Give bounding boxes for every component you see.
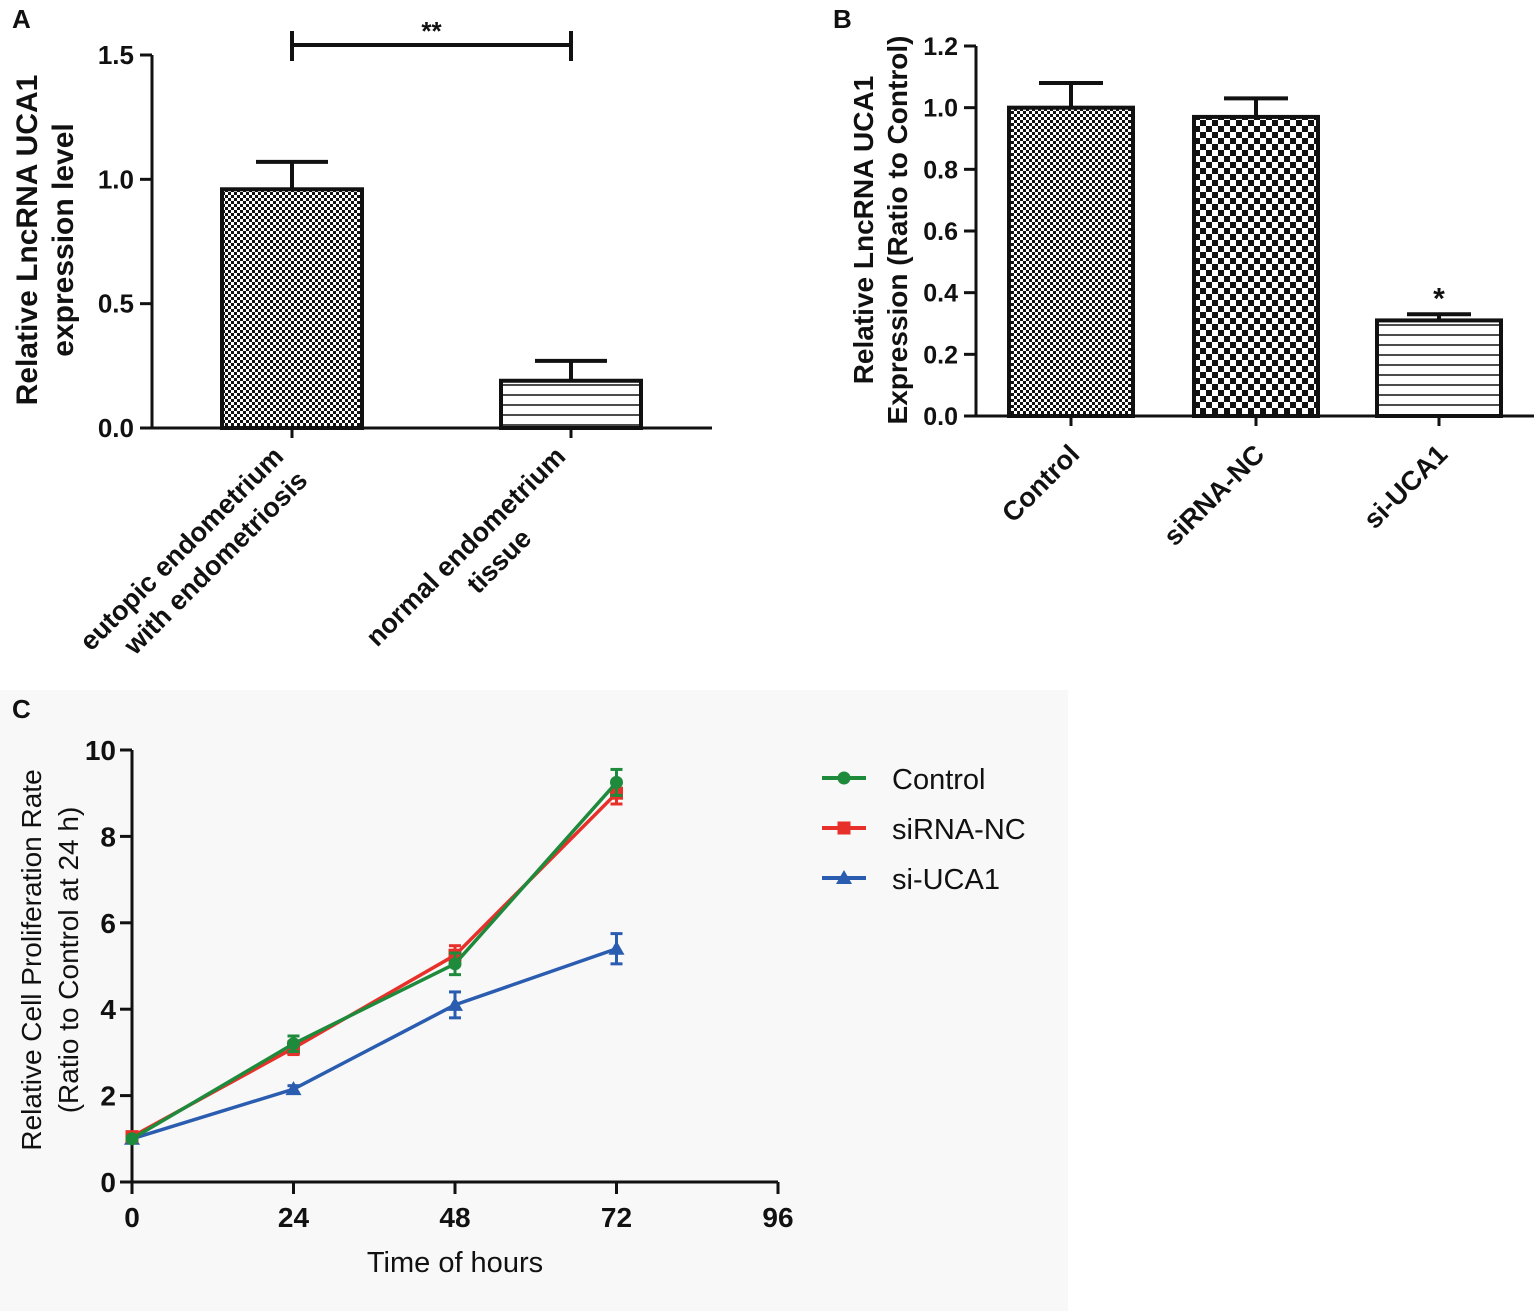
panel-c-xtick-label: 0: [124, 1202, 140, 1233]
panel-c-xlabel: Time of hours: [367, 1247, 543, 1279]
panel-b-xtick-label: si-UCA1: [1358, 439, 1453, 534]
panel-c-data-point: [608, 940, 625, 955]
panel-c-legend-label: siRNA-NC: [892, 814, 1026, 846]
panel-c-xtick-label: 24: [278, 1202, 310, 1233]
panel-c-ylabel-line1: Relative Cell Proliferation Rate: [16, 769, 47, 1150]
panel-a-xlabel-2a: normal endometrium: [360, 441, 571, 652]
panel-a-ytick-label: 0.0: [98, 413, 134, 443]
panel-c-ytick-label: 10: [85, 735, 116, 766]
panel-c-data-point: [448, 957, 462, 971]
panel-a-ylabel-line1: Relative LncRNA UCA1: [11, 75, 44, 406]
panel-c-xtick-label: 96: [762, 1202, 793, 1233]
panel-c-legend-marker: [837, 821, 851, 835]
panel-c-legend-marker: [837, 771, 851, 785]
panel-b-xtick-label: Control: [996, 439, 1085, 528]
panel-c-data-point: [285, 1081, 302, 1096]
panel-c-xtick-label: 48: [439, 1202, 470, 1233]
panel-b-ytick-label: 0.2: [923, 341, 958, 369]
panel-c-legend-label: si-UCA1: [892, 864, 1000, 896]
panel-b-ytick-label: 0.8: [923, 156, 958, 184]
panel-c-ytick-label: 4: [100, 994, 116, 1025]
panel-c-ytick-label: 8: [100, 821, 116, 852]
panel-a-ytick-label: 1.5: [98, 40, 134, 70]
panel-a-bar-chart: Relative LncRNA UCA1 expression level eu…: [11, 16, 712, 661]
panel-b-ytick-label: 0.0: [923, 403, 958, 431]
panel-c-legend-marker: [836, 870, 852, 884]
panel-a-ylabel-line2: expression level: [47, 123, 80, 356]
panel-b-bar-2: [1192, 114, 1320, 419]
panel-b-ytick-label: 1.0: [923, 95, 958, 123]
panel-b-bar-1: [1007, 105, 1135, 419]
panel-a-significance-label: **: [421, 16, 442, 46]
panel-c-series-line-1: [131, 781, 618, 1141]
panel-c-line-chart: Relative Cell Proliferation Rate (Ratio …: [16, 735, 1026, 1279]
panel-label-b: B: [833, 4, 852, 34]
panel-label-a: A: [12, 4, 31, 34]
panel-c-data-point: [287, 1037, 300, 1051]
panel-label-c: C: [12, 694, 31, 724]
panel-b-ylabel-line2: Expression (Ratio to Control): [882, 36, 913, 425]
panel-c-ytick-label: 2: [100, 1081, 116, 1112]
panel-c-background: [0, 690, 1068, 1311]
panel-c-series-line-3: [131, 947, 618, 1141]
panel-b-significance-label: *: [1433, 282, 1445, 315]
panel-b-ytick-label: 0.4: [923, 280, 958, 308]
panel-c-ytick-label: 0: [100, 1167, 116, 1198]
panel-b-ytick-label: 1.2: [923, 33, 958, 61]
panel-a-bar-1: [220, 187, 364, 430]
panel-a-ytick-label: 1.0: [98, 164, 134, 194]
panel-b-bar-chart: Relative LncRNA UCA1 Expression (Ratio t…: [848, 33, 1534, 551]
panel-c-data-point: [610, 775, 623, 789]
panel-a-ytick-label: 0.5: [98, 289, 134, 319]
panel-c-data-point: [125, 1132, 139, 1146]
panel-c-data-point: [447, 996, 463, 1011]
panel-c-ytick-label: 6: [100, 908, 116, 939]
panel-b-xtick-label: siRNA-NC: [1158, 439, 1270, 551]
panel-c-ylabel-line2: (Ratio to Control at 24 h): [53, 807, 84, 1114]
panel-b-ytick-label: 0.6: [923, 218, 958, 246]
panel-c-xtick-label: 72: [601, 1202, 632, 1233]
panel-b-ylabel-line1: Relative LncRNA UCA1: [848, 76, 879, 385]
panel-a-bar-2: [499, 378, 643, 430]
panel-a-xlabel-1a: eutopic endometrium: [74, 441, 289, 656]
panel-b-bar-3: [1375, 318, 1503, 418]
panel-c-legend-label: Control: [892, 764, 986, 796]
